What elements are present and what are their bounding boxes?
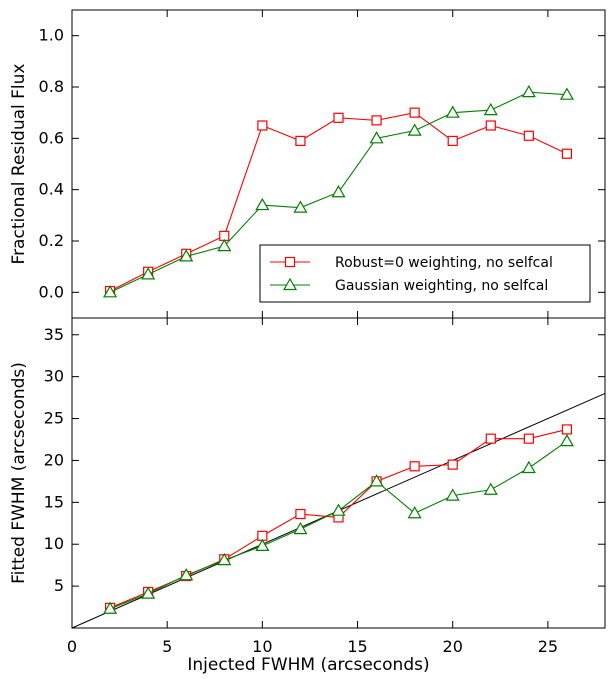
green-series-point-5 — [293, 521, 308, 535]
top-ytick-label: 0.6 — [39, 128, 64, 147]
green-series-point-11 — [521, 460, 536, 474]
red-series-point-8 — [409, 107, 420, 118]
bottom-ytick-label: 20 — [44, 450, 64, 469]
green-series-point-7 — [369, 131, 384, 144]
bottom-xtick-label: 5 — [162, 637, 172, 656]
red-series-point-11 — [523, 130, 534, 141]
green-series-point-0 — [103, 285, 118, 298]
red-series-point-9 — [447, 459, 458, 470]
red-series-point-11 — [523, 433, 534, 444]
green-series-point-0 — [103, 601, 118, 614]
top-ytick-label: 0.0 — [39, 282, 64, 301]
top-panel: 0.0 0.2 0.4 0.6 0.8 1.0 Robust=0 weighting, no… — [39, 9, 606, 319]
red-series-point-10 — [485, 433, 496, 444]
bottom-ytick-label: 10 — [44, 534, 64, 553]
green-series-line — [109, 440, 568, 610]
green-series-point-6 — [331, 503, 346, 516]
green-series-point-4 — [255, 538, 270, 551]
top-ytick-label: 0.4 — [39, 180, 64, 199]
legend-item-0: Robust=0 weighting, no selfcal — [270, 255, 553, 271]
bottom-ytick-label: 15 — [44, 492, 64, 511]
x-axis-title: Injected FWHM (arcseconds) — [187, 655, 429, 675]
legend-item-1: Gaussian weighting, no selfcal — [270, 277, 548, 294]
green-series-point-10 — [483, 102, 498, 116]
red-series-point-9 — [447, 135, 458, 146]
green-series-point-8 — [407, 123, 422, 136]
red-series-point-5 — [295, 508, 306, 520]
top-ytick-label: 1.0 — [39, 26, 64, 45]
green-series-point-10 — [483, 482, 498, 495]
green-series-point-9 — [445, 488, 460, 501]
bottom-xtick-label: 10 — [252, 637, 272, 656]
legend-item-1-label: Gaussian weighting, no selfcal — [335, 278, 548, 294]
legend-item-0-marker-point-0 — [284, 256, 296, 268]
bottom-ytick-label: 5 — [54, 576, 64, 595]
green-series-point-12 — [559, 87, 574, 100]
red-series-point-5 — [295, 135, 306, 146]
green-series-point-7 — [369, 474, 384, 487]
bottom-xtick-label: 20 — [443, 637, 463, 656]
top-ytick-label: 0.2 — [39, 231, 64, 250]
legend-item-1-marker-point-0 — [282, 277, 298, 291]
y-axis-title-bottom: Fitted FWHM (arcseconds) — [9, 362, 29, 584]
bottom-panel: 5 10 15 20 25 30 35 0 5 10 15 20 25 — [44, 317, 606, 656]
red-series-point-8 — [409, 461, 420, 472]
green-series-point-11 — [521, 84, 536, 98]
red-series-point-6 — [333, 112, 344, 123]
green-series-point-3 — [217, 552, 232, 566]
bottom-xtick-label: 0 — [67, 637, 77, 656]
green-series-point-8 — [407, 506, 422, 519]
green-series-point-12 — [559, 433, 574, 447]
red-series-point-12 — [561, 148, 573, 159]
red-series-point-10 — [485, 120, 496, 131]
green-series-point-5 — [293, 200, 308, 213]
green-series-point-1 — [141, 586, 156, 599]
top-ytick-label: 0.8 — [39, 77, 64, 96]
green-series-point-3 — [217, 238, 232, 252]
green-series-point-1 — [141, 267, 156, 280]
bottom-ytick-label: 30 — [44, 367, 64, 386]
bottom-ytick-label: 35 — [44, 325, 64, 344]
legend-box — [259, 244, 591, 303]
green-series-point-4 — [255, 197, 270, 211]
red-series-point-4 — [257, 120, 268, 131]
bottom-xtick-label: 25 — [538, 637, 558, 656]
legend-item-0-label: Robust=0 weighting, no selfcal — [335, 255, 553, 271]
bottom-xtick-label: 15 — [347, 637, 367, 656]
bottom-plot-frame — [71, 317, 606, 629]
bottom-ytick-label: 25 — [44, 409, 64, 428]
green-series-point-2 — [179, 568, 194, 581]
y-axis-title-top: Fractional Residual Flux — [9, 64, 29, 265]
red-series-point-12 — [561, 424, 573, 435]
green-series-point-6 — [331, 185, 346, 198]
legend: Robust=0 weighting, no selfcal Gaussian w… — [259, 244, 591, 303]
green-series-point-9 — [445, 105, 460, 118]
red-series-point-7 — [371, 115, 382, 126]
green-series-point-2 — [179, 249, 194, 262]
